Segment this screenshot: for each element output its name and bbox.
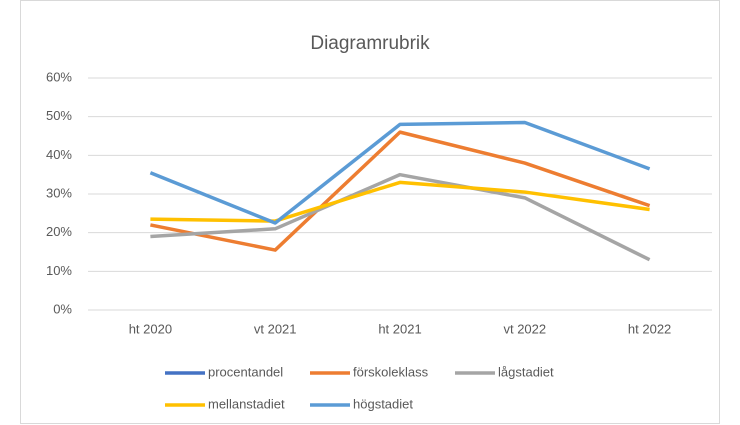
series-line xyxy=(150,172,651,262)
y-tick-label: 40% xyxy=(46,147,72,162)
x-tick-label: ht 2022 xyxy=(628,321,671,336)
legend-label: procentandel xyxy=(208,364,283,379)
legend-label: mellanstadiet xyxy=(208,396,285,411)
y-tick-label: 60% xyxy=(46,69,72,84)
x-tick-label: ht 2020 xyxy=(129,321,172,336)
x-tick-label: ht 2021 xyxy=(378,321,421,336)
y-tick-label: 30% xyxy=(46,185,72,200)
chart-border xyxy=(20,0,720,424)
series-line xyxy=(150,180,650,223)
y-tick-label: 10% xyxy=(46,263,72,278)
y-tick-label: 0% xyxy=(53,301,72,316)
series-line xyxy=(149,120,651,225)
legend-label: förskoleklass xyxy=(353,364,429,379)
y-tick-label: 20% xyxy=(46,224,72,239)
x-tick-label: vt 2022 xyxy=(503,321,546,336)
legend-label: högstadiet xyxy=(353,396,413,411)
chart-title: Diagramrubrik xyxy=(310,33,430,54)
series-line xyxy=(150,130,651,252)
x-tick-label: vt 2021 xyxy=(254,321,297,336)
y-tick-label: 50% xyxy=(46,108,72,123)
legend-label: lågstadiet xyxy=(498,364,554,379)
